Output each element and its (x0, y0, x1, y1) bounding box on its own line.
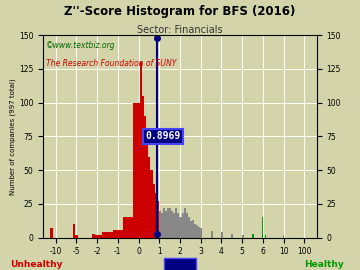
Bar (169, 208, 171, 238)
Bar (198, 227, 200, 238)
Text: Score: Score (166, 260, 194, 269)
Text: Unhealthy: Unhealthy (10, 260, 62, 269)
Bar (146, 136, 148, 238)
Bar (123, 217, 133, 238)
Bar (186, 213, 188, 238)
Title: Sector: Financials: Sector: Financials (137, 25, 223, 35)
Bar (184, 208, 186, 238)
Bar (161, 213, 163, 238)
Bar (142, 96, 144, 238)
Bar (192, 220, 194, 238)
Text: Healthy: Healthy (304, 260, 344, 269)
Bar (144, 116, 146, 238)
Bar (95, 235, 102, 238)
Bar (190, 221, 192, 238)
Bar (153, 184, 154, 238)
Bar (102, 232, 113, 238)
Bar (165, 211, 167, 238)
Bar (75, 235, 78, 238)
Bar (140, 62, 142, 238)
Text: 0.8969: 0.8969 (146, 131, 181, 141)
Bar (177, 213, 180, 238)
Bar (188, 217, 190, 238)
Bar (265, 235, 266, 238)
Bar (157, 201, 159, 238)
Bar (159, 211, 161, 238)
Bar (133, 103, 140, 238)
Bar (154, 193, 157, 238)
Bar (171, 211, 173, 238)
Bar (181, 213, 184, 238)
Y-axis label: Number of companies (997 total): Number of companies (997 total) (10, 78, 16, 195)
Bar (262, 217, 263, 238)
Bar (113, 230, 123, 238)
Bar (73, 224, 75, 238)
Bar (173, 213, 175, 238)
Text: ©www.textbiz.org: ©www.textbiz.org (46, 41, 116, 50)
Bar (180, 217, 181, 238)
Bar (175, 208, 177, 238)
Bar (163, 208, 165, 238)
Bar (196, 225, 198, 238)
Bar (150, 170, 153, 238)
Bar (211, 231, 213, 238)
Bar (200, 228, 202, 238)
Bar (194, 224, 196, 238)
Bar (242, 235, 244, 238)
Bar (167, 208, 169, 238)
Bar (50, 228, 53, 238)
Bar (252, 234, 254, 238)
Text: The Research Foundation of SUNY: The Research Foundation of SUNY (46, 59, 176, 68)
Bar (148, 157, 150, 238)
Bar (221, 232, 223, 238)
Bar (92, 234, 95, 238)
Bar (231, 234, 233, 238)
Text: Z''-Score Histogram for BFS (2016): Z''-Score Histogram for BFS (2016) (64, 5, 296, 18)
